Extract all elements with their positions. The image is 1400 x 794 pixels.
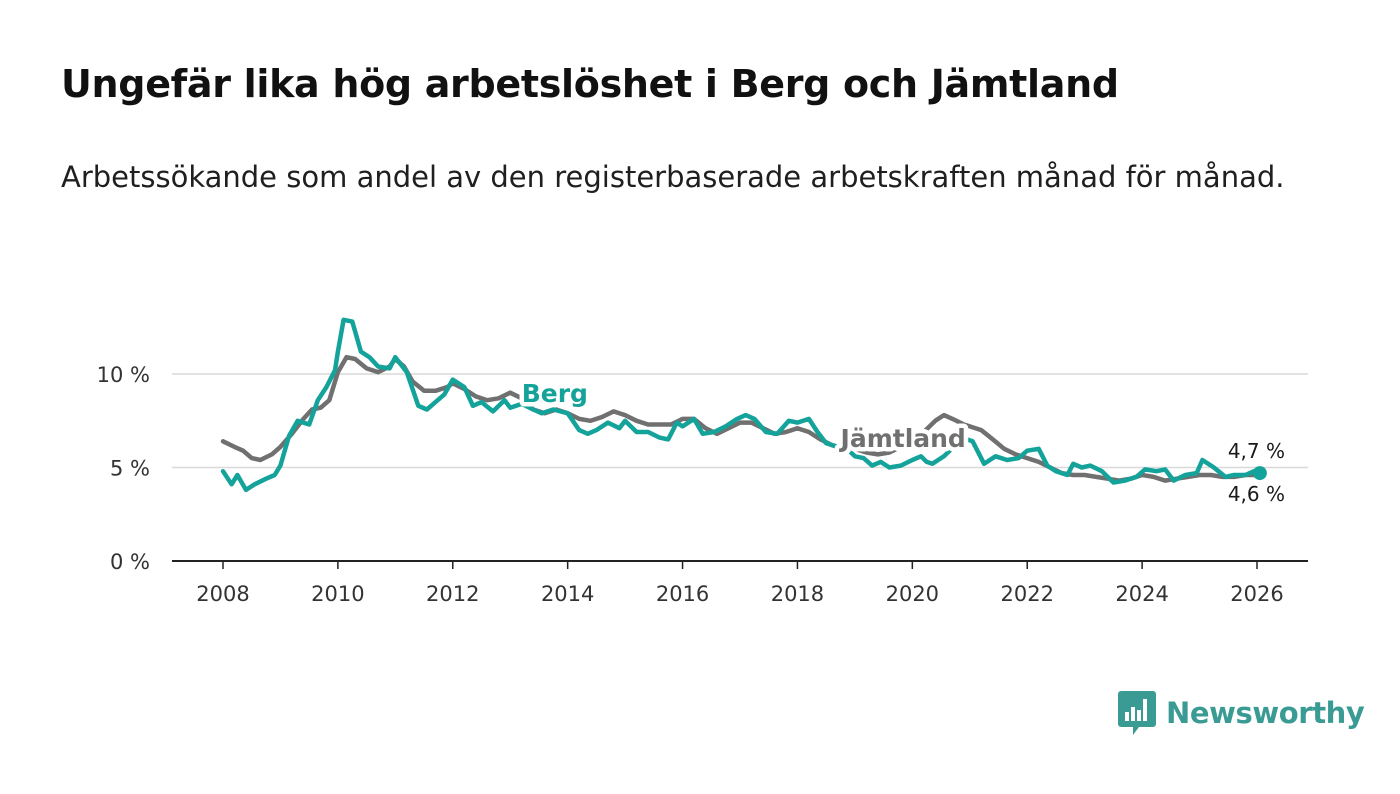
x-tick-label-2016: 2016 — [656, 582, 709, 606]
series-label-jamtland-halo: Jämtland — [839, 424, 966, 453]
series-end-dot-berg — [1252, 466, 1267, 481]
chart-title: Ungefär lika hög arbetslöshet i Berg och… — [61, 62, 1119, 106]
x-tick-label-2008: 2008 — [196, 582, 249, 606]
x-tick-label-2014: 2014 — [541, 582, 594, 606]
x-tick-label-2024: 2024 — [1115, 582, 1168, 606]
end-label-jamtland: 4,6 % — [1228, 482, 1285, 506]
x-tick-label-2018: 2018 — [771, 582, 824, 606]
series-label-jamtland: Jämtland — [839, 424, 966, 453]
newsworthy-logo: Newsworthy — [1118, 690, 1365, 736]
series-line-jamtland — [220, 354, 1260, 483]
x-tick-label-2022: 2022 — [1000, 582, 1053, 606]
x-tick-label-2026: 2026 — [1230, 582, 1283, 606]
y-tick-label-5: 5 % — [110, 457, 150, 481]
series-label-berg: Berg — [522, 379, 588, 408]
series-label-berg-halo: Berg — [522, 379, 588, 408]
chart-subtitle: Arbetssökande som andel av den registerb… — [61, 160, 1285, 194]
brand-name: Newsworthy — [1166, 696, 1365, 730]
series-line-berg — [220, 317, 1263, 493]
y-tick-label-10: 10 % — [97, 363, 150, 387]
y-tick-label-0: 0 % — [110, 550, 150, 574]
x-tick-label-2010: 2010 — [311, 582, 364, 606]
bar-chart-speech-bubble-icon — [1118, 691, 1156, 735]
end-label-berg: 4,7 % — [1228, 439, 1285, 463]
x-tick-label-2020: 2020 — [886, 582, 939, 606]
x-tick-label-2012: 2012 — [426, 582, 479, 606]
